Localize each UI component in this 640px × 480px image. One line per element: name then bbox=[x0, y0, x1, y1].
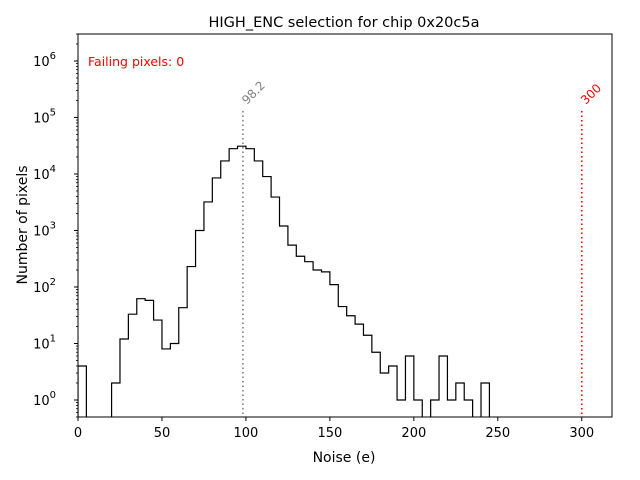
x-axis-label: Noise (e) bbox=[313, 450, 376, 466]
x-tick-label: 0 bbox=[74, 426, 82, 441]
y-tick-label: 100 bbox=[33, 390, 56, 409]
y-tick-label: 103 bbox=[33, 220, 56, 239]
x-tick-label: 100 bbox=[234, 426, 259, 441]
histogram-series bbox=[78, 145, 491, 417]
x-tick-label: 150 bbox=[317, 426, 342, 441]
x-tick-label: 200 bbox=[401, 426, 426, 441]
mean-label: 98.2 bbox=[239, 78, 268, 107]
x-tick-label: 50 bbox=[154, 426, 171, 441]
x-tick-label: 300 bbox=[569, 426, 594, 441]
y-tick-label: 102 bbox=[33, 277, 56, 296]
threshold-label: 300 bbox=[578, 81, 604, 107]
y-axis-label: Number of pixels bbox=[15, 165, 31, 284]
y-tick-label: 101 bbox=[33, 333, 56, 352]
y-tick-label: 105 bbox=[33, 107, 56, 126]
y-tick-label: 104 bbox=[33, 164, 56, 183]
plot-area: 98.2 300 0 50 100 150 200 250 300 100 101 102 103 104… bbox=[33, 33, 613, 441]
x-tick-label: 250 bbox=[485, 426, 510, 441]
y-tick-label: 106 bbox=[33, 51, 56, 70]
histogram-step-line bbox=[78, 145, 491, 417]
failing-pixels-text: Failing pixels: 0 bbox=[88, 54, 184, 69]
axes-frame bbox=[77, 33, 613, 418]
chart-title: HIGH_ENC selection for chip 0x20c5a bbox=[209, 15, 480, 31]
